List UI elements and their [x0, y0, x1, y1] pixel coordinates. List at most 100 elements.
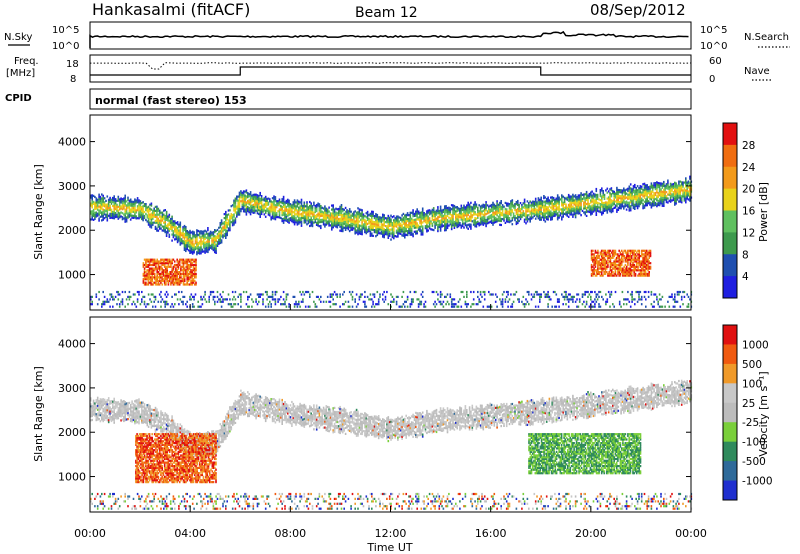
power-cell: [366, 216, 369, 219]
power-cell: [468, 211, 471, 214]
power-cell: [432, 213, 435, 216]
power-cell: [117, 209, 120, 212]
power-cell: [511, 205, 514, 208]
power-cell: [584, 193, 586, 196]
power-cell: [594, 193, 596, 196]
power-cell: [437, 228, 439, 231]
power-cell: [317, 222, 319, 225]
power-cell: [394, 221, 396, 224]
power-cell: [156, 271, 158, 274]
power-cell: [485, 223, 487, 226]
power-cell: [211, 243, 213, 246]
power-cell: [187, 249, 190, 252]
power-cell: [545, 200, 548, 203]
power-cell: [415, 224, 417, 227]
power-cell: [523, 214, 526, 217]
power-cell: [333, 212, 336, 215]
power-cell: [125, 210, 128, 213]
power-cell: [178, 229, 180, 232]
power-cell: [209, 244, 212, 247]
power-cell: [435, 211, 438, 214]
power-cell: [359, 295, 362, 298]
power-cell: [296, 213, 299, 216]
power-cell: [437, 298, 439, 301]
power-cell: [151, 271, 153, 274]
power-cell: [300, 218, 303, 221]
power-cell: [259, 211, 261, 215]
power-cell: [417, 298, 420, 301]
power-cell: [383, 300, 385, 303]
power-cell: [299, 201, 301, 204]
power-cell: [545, 202, 548, 205]
power-cell: [287, 200, 289, 203]
power-cell: [541, 200, 544, 203]
power-cell: [554, 305, 556, 308]
power-cell: [320, 300, 322, 303]
power-cell: [397, 219, 399, 222]
power-cell: [253, 193, 256, 196]
power-cell: [457, 300, 460, 303]
power-cell: [477, 222, 479, 225]
power-cell: [627, 298, 629, 301]
power-cell: [532, 200, 534, 203]
power-cell: [328, 224, 330, 227]
power-cell: [307, 222, 310, 225]
power-cell: [424, 221, 427, 224]
power-cell: [519, 210, 522, 213]
power-cell: [333, 210, 336, 213]
nave-tick-bottom: 0: [709, 74, 715, 85]
power-cell: [384, 225, 387, 228]
power-cell: [518, 209, 520, 213]
power-cell: [590, 191, 592, 194]
power-cell: [185, 242, 187, 245]
power-cell: [346, 219, 348, 222]
power-cell: [182, 300, 184, 303]
power-cell: [207, 240, 209, 244]
power-cell: [404, 218, 406, 221]
power-cell: [260, 293, 263, 296]
power-cell: [383, 290, 385, 294]
power-cell: [299, 221, 301, 224]
power-cell: [675, 192, 677, 195]
power-cell: [501, 204, 504, 207]
power-cell: [288, 207, 290, 210]
power-cell: [398, 232, 401, 235]
power-cell: [543, 290, 545, 294]
power-cell: [631, 200, 633, 203]
power-cell: [578, 210, 581, 213]
power-cell: [205, 246, 208, 249]
power-cell: [409, 223, 412, 226]
power-cell: [547, 293, 549, 296]
power-cell: [280, 207, 282, 210]
power-cell: [591, 204, 593, 207]
power-cell: [379, 218, 381, 221]
power-cell: [645, 192, 647, 195]
power-cell: [421, 290, 424, 294]
power-cell: [645, 194, 647, 197]
power-cell: [157, 267, 160, 270]
power-cell: [412, 300, 414, 303]
power-cell: [219, 300, 222, 303]
power-cell: [191, 240, 194, 243]
power-cell: [499, 219, 501, 222]
power-cell: [259, 191, 261, 195]
power-cell: [340, 216, 343, 219]
power-cell: [103, 209, 106, 212]
power-cell: [602, 202, 604, 205]
power-cell: [379, 226, 381, 229]
power-cell: [590, 201, 592, 204]
power-cell: [185, 234, 187, 237]
power-cell: [609, 194, 611, 197]
power-cell: [515, 213, 518, 216]
power-cell: [103, 303, 106, 306]
power-cell: [318, 205, 321, 208]
power-cell: [325, 211, 328, 214]
power-cell: [435, 303, 438, 306]
power-cell: [212, 245, 215, 248]
power-cell: [332, 298, 334, 301]
power-cell: [240, 293, 242, 296]
power-cell: [145, 260, 147, 263]
power-cell: [102, 300, 104, 303]
power-cell: [393, 225, 395, 228]
power-cell: [504, 211, 507, 214]
